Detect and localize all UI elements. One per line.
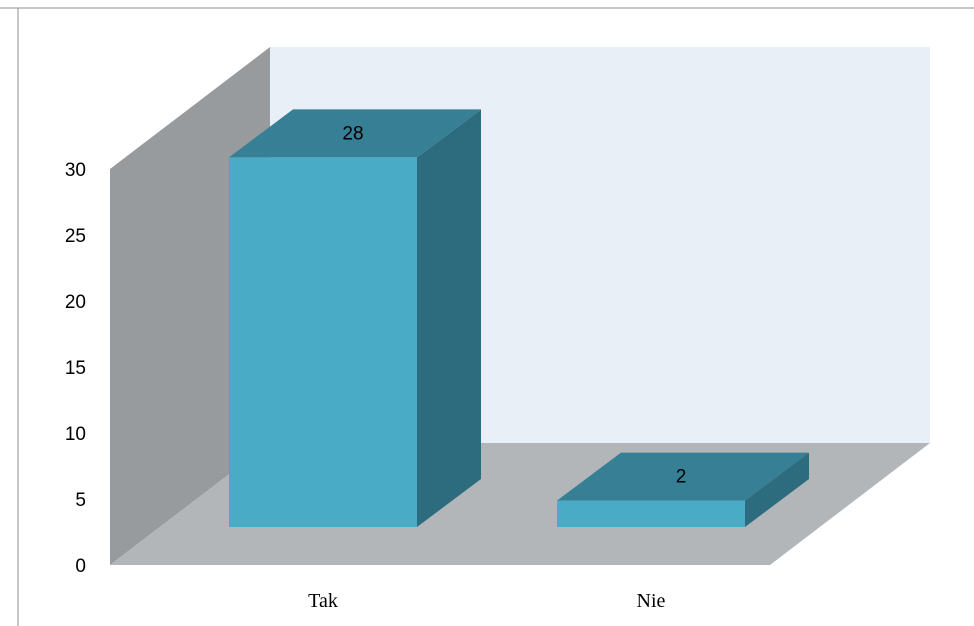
bar-top-face bbox=[557, 452, 809, 501]
x-tick-label-nie: Nie bbox=[637, 590, 666, 612]
bar-top-face bbox=[229, 109, 481, 158]
bar-tak bbox=[229, 109, 481, 528]
data-label-nie: 2 bbox=[676, 467, 687, 488]
y-tick-label: 15 bbox=[65, 358, 86, 379]
y-tick-label: 5 bbox=[75, 490, 86, 511]
bar-front-face bbox=[229, 157, 417, 527]
y-tick-label: 25 bbox=[65, 226, 86, 247]
x-axis-labels: Tak Nie bbox=[308, 590, 665, 612]
bar-side-face bbox=[745, 452, 809, 527]
y-tick-label: 20 bbox=[65, 292, 86, 313]
bar-side-face bbox=[417, 109, 481, 528]
y-tick-label: 0 bbox=[75, 556, 86, 577]
data-labels: 28 2 bbox=[342, 123, 686, 487]
y-tick-label: 30 bbox=[65, 160, 86, 181]
y-axis-ticks: 0 5 10 15 20 25 30 bbox=[65, 160, 86, 577]
y-tick-label: 10 bbox=[65, 424, 86, 445]
bars-group bbox=[229, 109, 809, 528]
bar-front-face bbox=[557, 500, 745, 527]
bar-nie bbox=[557, 452, 809, 527]
x-tick-label-tak: Tak bbox=[308, 590, 338, 612]
data-label-tak: 28 bbox=[342, 123, 363, 144]
